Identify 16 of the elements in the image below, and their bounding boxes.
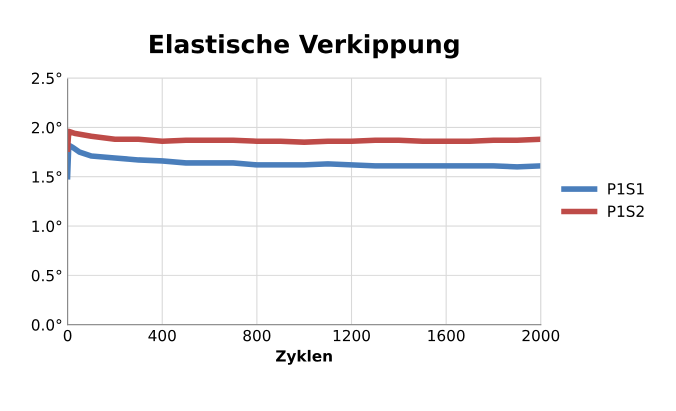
x-tick-label: 0 bbox=[64, 330, 72, 342]
y-tick-label: 2.0° bbox=[32, 122, 62, 134]
legend-label: P1S1 bbox=[608, 183, 644, 195]
y-tick-label: 1.0° bbox=[32, 220, 62, 232]
x-tick-label: 1600 bbox=[428, 330, 465, 342]
x-axis-title: Zyklen bbox=[276, 350, 332, 365]
y-tick-label: 2.5° bbox=[32, 72, 62, 84]
x-tick-label: 800 bbox=[243, 330, 270, 342]
x-tick-label: 1200 bbox=[334, 330, 370, 342]
y-tick-label: 1.5° bbox=[32, 171, 62, 183]
x-tick-label: 400 bbox=[148, 330, 176, 342]
x-tick-label: 2000 bbox=[522, 330, 560, 342]
y-tick-label: 0.0° bbox=[32, 319, 62, 331]
y-tick-label: 0.5° bbox=[32, 270, 62, 282]
legend-label: P1S2 bbox=[608, 205, 644, 218]
chart-title: Elastische Verkippung bbox=[150, 34, 459, 58]
